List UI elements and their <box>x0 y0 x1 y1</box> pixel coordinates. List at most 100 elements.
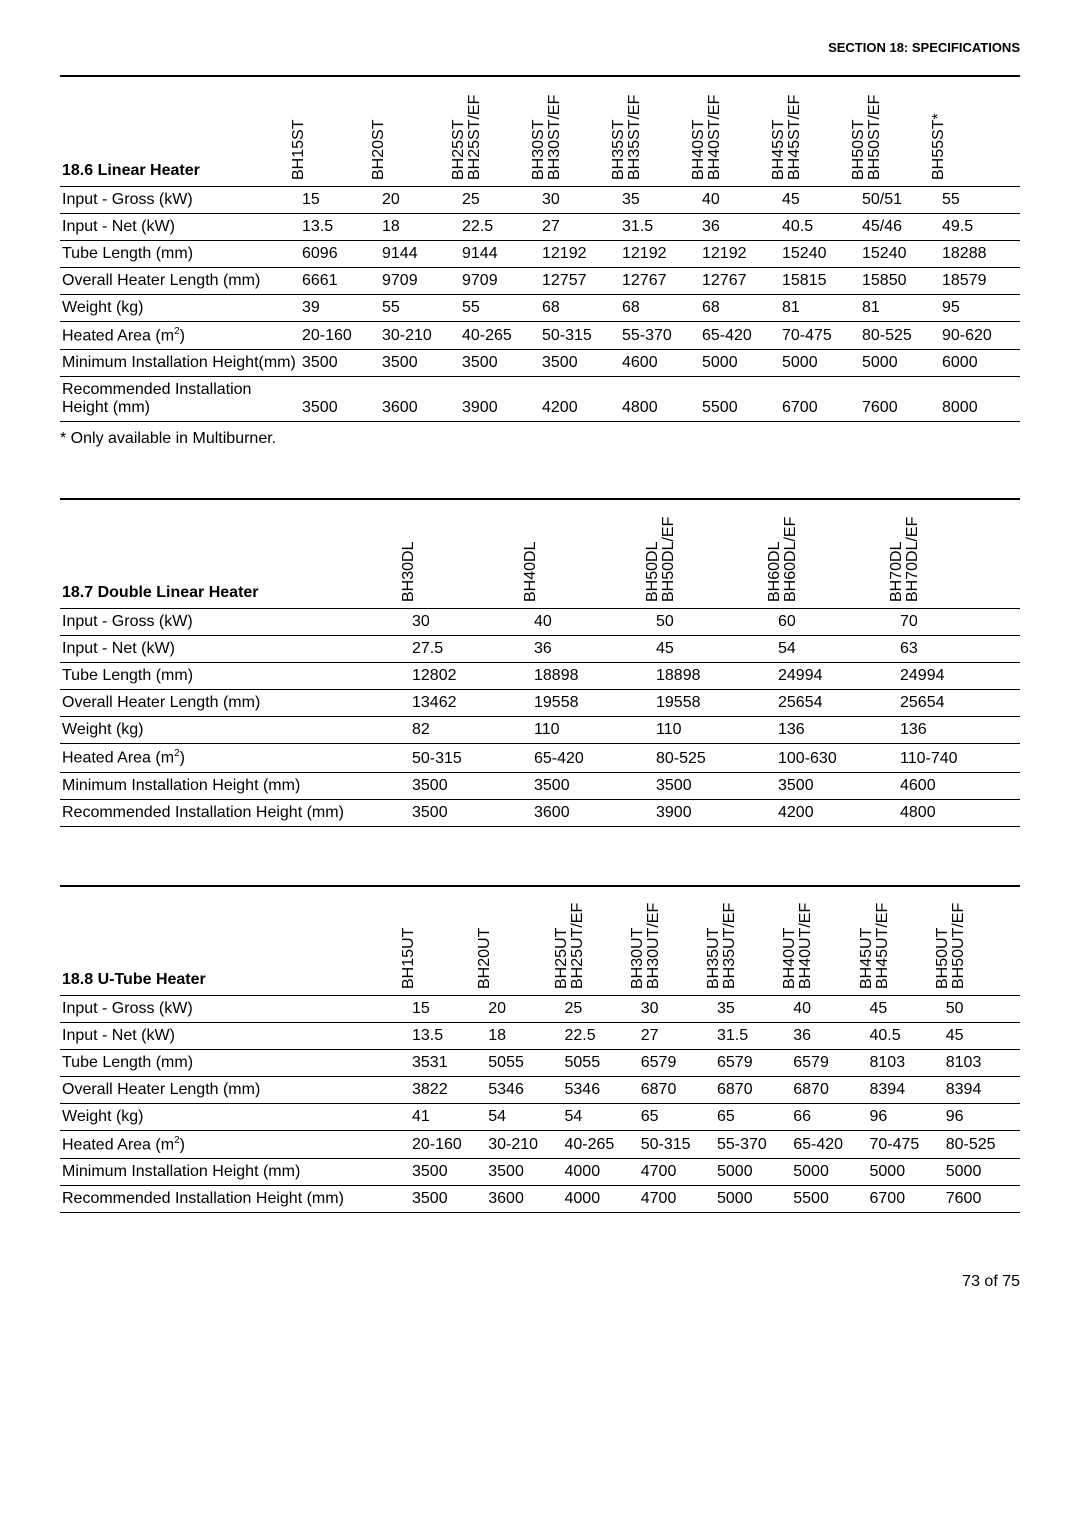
table-cell: 12767 <box>700 267 780 294</box>
column-header: BH25UTBH25UT/EF <box>563 886 639 996</box>
row-label: Input - Gross (kW) <box>60 996 410 1023</box>
spec-table: 18.8 U-Tube HeaterBH15UTBH20UTBH25UTBH25… <box>60 885 1020 1214</box>
table-cell: 5000 <box>860 349 940 376</box>
table-cell: 3822 <box>410 1077 486 1104</box>
table-row: Input - Gross (kW)3040506070 <box>60 609 1020 636</box>
table-cell: 18 <box>486 1023 562 1050</box>
table-cell: 40 <box>791 996 867 1023</box>
column-header: BH30UTBH30UT/EF <box>639 886 715 996</box>
table-cell: 18898 <box>654 663 776 690</box>
table-cell: 55 <box>380 294 460 321</box>
table-cell: 6579 <box>639 1050 715 1077</box>
table-cell: 54 <box>563 1104 639 1131</box>
row-label: Heated Area (m2) <box>60 1131 410 1159</box>
table-row: Heated Area (m2)50-31565-42080-525100-63… <box>60 744 1020 772</box>
row-label: Minimum Installation Height(mm) <box>60 349 300 376</box>
table-cell: 19558 <box>532 690 654 717</box>
table-cell: 6870 <box>715 1077 791 1104</box>
table-title: 18.7 Double Linear Heater <box>60 499 410 609</box>
table-row: Recommended Installation Height (mm)3500… <box>60 1186 1020 1213</box>
table-cell: 55-370 <box>715 1131 791 1159</box>
table-cell: 5346 <box>486 1077 562 1104</box>
table-cell: 65-420 <box>700 321 780 349</box>
table-title: 18.6 Linear Heater <box>60 76 300 186</box>
table-row: Weight (kg)4154546565669696 <box>60 1104 1020 1131</box>
column-header: BH15UT <box>410 886 486 996</box>
table-row: Input - Net (kW)27.536455463 <box>60 636 1020 663</box>
table-cell: 9144 <box>380 240 460 267</box>
row-label: Minimum Installation Height (mm) <box>60 1159 410 1186</box>
table-row: Overall Heater Length (mm)13462195581955… <box>60 690 1020 717</box>
table-cell: 5000 <box>868 1159 944 1186</box>
table-cell: 110 <box>654 717 776 744</box>
table-cell: 3531 <box>410 1050 486 1077</box>
table-cell: 18898 <box>532 663 654 690</box>
table-row: Input - Net (kW)13.51822.52731.53640.545… <box>60 213 1020 240</box>
table-cell: 6661 <box>300 267 380 294</box>
table-cell: 25654 <box>776 690 898 717</box>
table-cell: 30-210 <box>380 321 460 349</box>
table-cell: 13462 <box>410 690 532 717</box>
table-cell: 68 <box>620 294 700 321</box>
table-cell: 95 <box>940 294 1020 321</box>
table-title: 18.8 U-Tube Heater <box>60 886 410 996</box>
column-header: BH45UTBH45UT/EF <box>868 886 944 996</box>
table-row: Tube Length (mm)609691449144121921219212… <box>60 240 1020 267</box>
table-cell: 8000 <box>940 376 1020 421</box>
column-header: BH30DL <box>410 499 532 609</box>
table-cell: 6870 <box>791 1077 867 1104</box>
table-cell: 30 <box>410 609 532 636</box>
page-number: 73 of 75 <box>962 1273 1020 1290</box>
column-header: BH40DL <box>532 499 654 609</box>
table-cell: 5500 <box>791 1186 867 1213</box>
row-label: Weight (kg) <box>60 1104 410 1131</box>
table-row: Tube Length (mm)128021889818898249942499… <box>60 663 1020 690</box>
table-cell: 6579 <box>791 1050 867 1077</box>
table-cell: 15815 <box>780 267 860 294</box>
table-cell: 12192 <box>700 240 780 267</box>
table-cell: 36 <box>791 1023 867 1050</box>
table-cell: 45 <box>944 1023 1020 1050</box>
column-header: BH50STBH50ST/EF <box>860 76 940 186</box>
table-cell: 3500 <box>654 772 776 799</box>
table-cell: 70-475 <box>868 1131 944 1159</box>
table-cell: 4700 <box>639 1159 715 1186</box>
table-cell: 65 <box>715 1104 791 1131</box>
table-cell: 15850 <box>860 267 940 294</box>
table-cell: 3500 <box>300 376 380 421</box>
table-cell: 12802 <box>410 663 532 690</box>
table-cell: 36 <box>532 636 654 663</box>
table-1-footnote: * Only available in Multiburner. <box>60 430 1020 448</box>
table-cell: 9709 <box>380 267 460 294</box>
column-header: BH25STBH25ST/EF <box>460 76 540 186</box>
table-cell: 68 <box>700 294 780 321</box>
table-row: Minimum Installation Height (mm) 35003500… <box>60 772 1020 799</box>
table-cell: 12757 <box>540 267 620 294</box>
row-label: Recommended Installation Height (mm) <box>60 799 410 826</box>
table-cell: 80-525 <box>860 321 940 349</box>
table-cell: 36 <box>700 213 780 240</box>
table-cell: 12192 <box>540 240 620 267</box>
table-cell: 66 <box>791 1104 867 1131</box>
column-header: BH70DLBH70DL/EF <box>898 499 1020 609</box>
row-label: Overall Heater Length (mm) <box>60 690 410 717</box>
table-cell: 35 <box>715 996 791 1023</box>
table-cell: 3500 <box>776 772 898 799</box>
table-cell: 20-160 <box>300 321 380 349</box>
table-cell: 3500 <box>486 1159 562 1186</box>
row-label: Minimum Installation Height (mm) <box>60 772 410 799</box>
table-cell: 65-420 <box>791 1131 867 1159</box>
table-cell: 7600 <box>944 1186 1020 1213</box>
table-cell: 30 <box>639 996 715 1023</box>
table-cell: 5500 <box>700 376 780 421</box>
spec-table: 18.7 Double Linear HeaterBH30DLBH40DLBH5… <box>60 498 1020 827</box>
table-cell: 24994 <box>776 663 898 690</box>
table-cell: 55-370 <box>620 321 700 349</box>
table-cell: 40-265 <box>563 1131 639 1159</box>
table-cell: 5000 <box>780 349 860 376</box>
table-cell: 5000 <box>715 1186 791 1213</box>
table-cell: 27 <box>639 1023 715 1050</box>
table-cell: 18 <box>380 213 460 240</box>
table-cell: 3600 <box>486 1186 562 1213</box>
column-header: BH40STBH40ST/EF <box>700 76 780 186</box>
